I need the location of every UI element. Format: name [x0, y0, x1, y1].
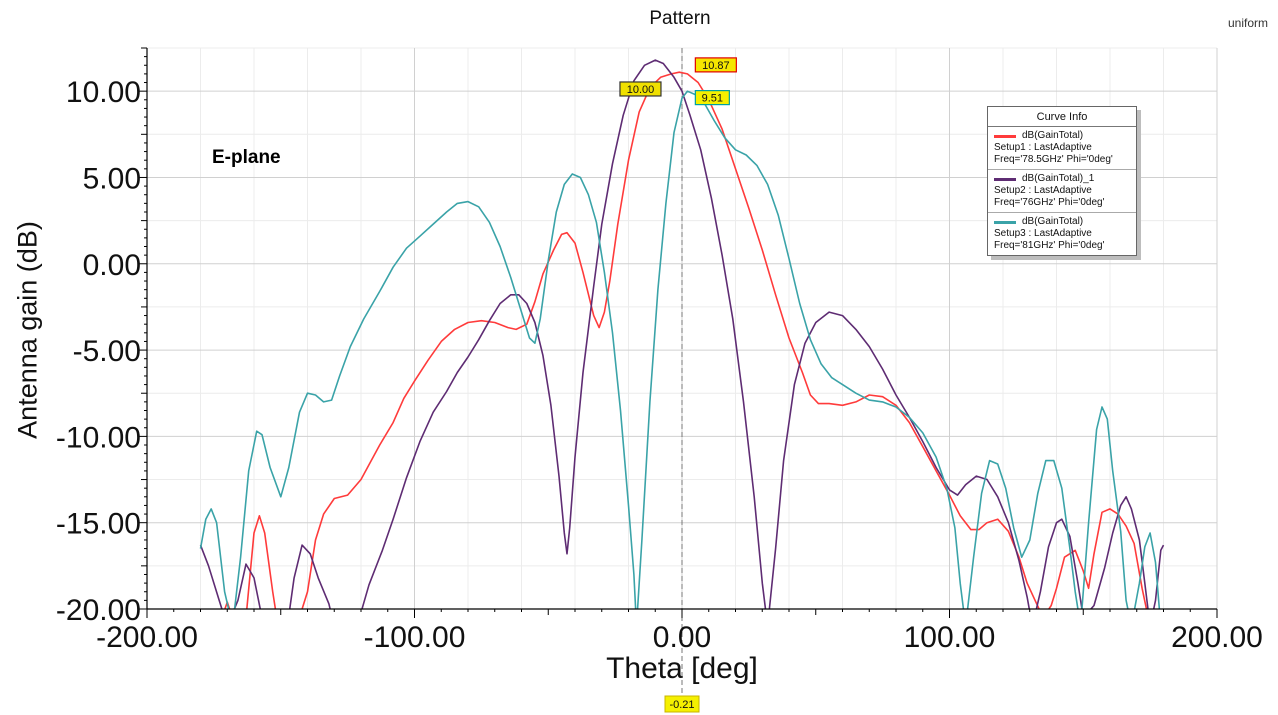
y-tick-label: 5.00	[83, 162, 141, 195]
legend-entry-name: dB(GainTotal)_1	[1022, 173, 1095, 184]
y-tick-label: 10.00	[66, 76, 141, 109]
legend-swatch	[994, 220, 1016, 224]
y-axis-label: Antenna gain (dB)	[12, 221, 43, 439]
legend-entry-freq: Freq='78.5GHz' Phi='0deg'	[994, 154, 1113, 165]
marker-label: 10.00	[627, 84, 655, 96]
legend-entry[interactable]: dB(GainTotal) Setup3 : LastAdaptive Freq…	[988, 213, 1136, 255]
legend-entry-setup: Setup1 : LastAdaptive	[994, 142, 1092, 153]
curve-info-legend[interactable]: Curve Info dB(GainTotal) Setup1 : LastAd…	[987, 106, 1137, 256]
y-tick-label: 0.00	[83, 249, 141, 282]
x-tick-label: -200.00	[96, 621, 198, 654]
legend-entry-freq: Freq='76GHz' Phi='0deg'	[994, 197, 1105, 208]
x-axis-label: Theta [deg]	[606, 652, 758, 685]
y-tick-label: -15.00	[56, 508, 141, 541]
legend-title: Curve Info	[988, 107, 1136, 127]
cursor-readout-label: -0.21	[669, 699, 694, 711]
y-tick-label: -10.00	[56, 421, 141, 454]
legend-swatch	[994, 177, 1016, 181]
marker-label: 9.51	[702, 93, 723, 105]
x-tick-label: -100.00	[364, 621, 466, 654]
marker-box	[694, 90, 730, 106]
marker-box	[619, 81, 662, 97]
y-tick-label: -20.00	[56, 594, 141, 627]
legend-entry[interactable]: dB(GainTotal) Setup1 : LastAdaptive Freq…	[988, 127, 1136, 170]
series-line-3	[199, 90, 1161, 609]
x-tick-label: 200.00	[1171, 621, 1263, 654]
legend-entry-setup: Setup3 : LastAdaptive	[994, 228, 1092, 239]
chart-title: Pattern	[649, 8, 711, 29]
series-line-1	[224, 71, 1148, 609]
marker-box	[694, 57, 737, 73]
chart-subtitle: uniform	[1227, 16, 1268, 30]
series-line-2	[199, 59, 1165, 609]
x-tick-label: 0.00	[653, 621, 711, 654]
cursor-readout-box	[664, 695, 700, 713]
legend-entry-freq: Freq='81GHz' Phi='0deg'	[994, 240, 1105, 251]
legend-entry-name: dB(GainTotal)	[1022, 216, 1084, 227]
legend-entry-name: dB(GainTotal)	[1022, 130, 1084, 141]
legend-swatch	[994, 134, 1016, 138]
x-tick-label: 100.00	[904, 621, 996, 654]
y-tick-label: -5.00	[73, 335, 141, 368]
legend-entry[interactable]: dB(GainTotal)_1 Setup2 : LastAdaptive Fr…	[988, 170, 1136, 213]
legend-entry-setup: Setup2 : LastAdaptive	[994, 185, 1092, 196]
marker-label: 10.87	[702, 60, 730, 72]
e-plane-annotation: E-plane	[212, 147, 281, 168]
